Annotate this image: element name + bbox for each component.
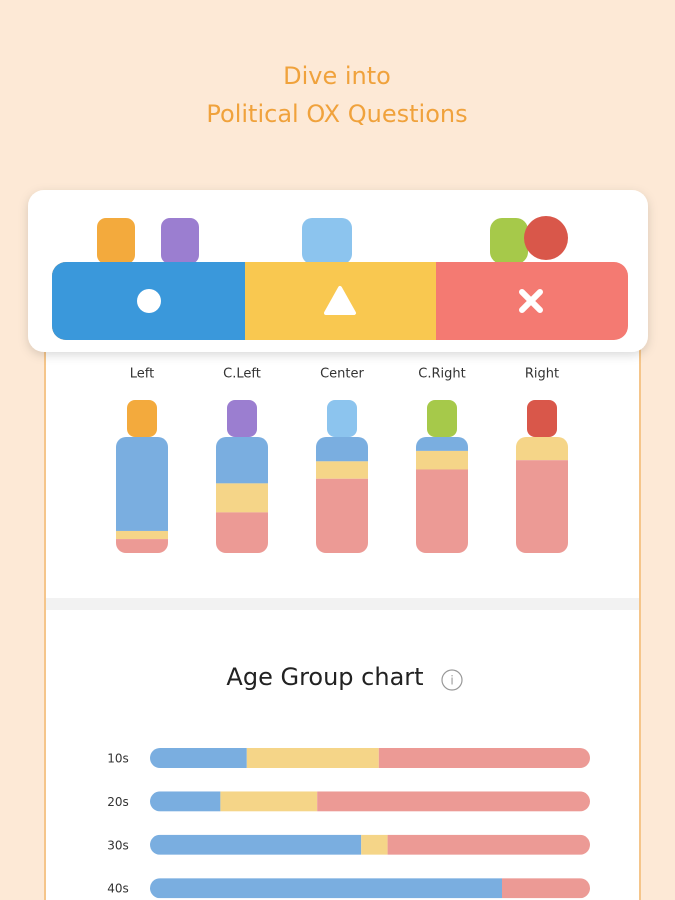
info-icon-glyph: i (450, 674, 453, 688)
segment (416, 469, 468, 553)
segment (220, 791, 318, 812)
category-label: 20s (107, 795, 129, 809)
category-label: Right (525, 367, 559, 382)
segment (150, 834, 362, 855)
segment (416, 450, 468, 470)
segment (116, 530, 168, 540)
category-label: C.Right (418, 367, 465, 382)
category-label: 40s (107, 882, 129, 896)
segment (378, 748, 590, 768)
segment (150, 791, 221, 812)
stacked-bar (150, 791, 590, 812)
stacked-column (316, 437, 368, 553)
segment (116, 539, 168, 553)
segment (150, 748, 247, 768)
segment (387, 834, 590, 855)
segment (246, 748, 379, 768)
segment (516, 437, 568, 461)
category-label: 30s (107, 838, 129, 852)
chart-title: Age Group chart (226, 663, 423, 691)
separator (46, 598, 639, 610)
segment (150, 878, 502, 899)
stacked-column (516, 437, 568, 553)
segment (502, 878, 590, 899)
title: Political OX Questions (206, 100, 467, 128)
animals (97, 216, 568, 264)
segment (361, 834, 388, 855)
stacked-bar (150, 834, 590, 855)
stacked-column (116, 437, 168, 553)
o-icon (137, 289, 161, 313)
segment (316, 461, 368, 479)
segment (316, 478, 368, 553)
category-label: C.Left (223, 367, 261, 382)
stacked-column (216, 437, 268, 553)
segment (416, 437, 468, 451)
triangle-icon (324, 286, 356, 315)
title: Dive into (283, 62, 391, 90)
stacked-bar (150, 748, 590, 768)
segment (317, 791, 590, 812)
segment (216, 483, 268, 513)
category-label: 10s (107, 752, 129, 766)
o-button-fill (230, 262, 245, 340)
info-icon[interactable] (441, 669, 463, 691)
animal (527, 400, 557, 437)
category-label: Left (130, 367, 154, 382)
stacked-column (416, 437, 468, 553)
x-icon (519, 289, 543, 313)
segment (116, 437, 168, 531)
animal (327, 400, 357, 437)
category-label: Center (320, 367, 364, 382)
segment (316, 437, 368, 462)
animal (427, 400, 457, 437)
stacked-bar (150, 878, 590, 899)
segment (516, 460, 568, 553)
animal (127, 400, 157, 437)
animal (227, 400, 257, 437)
segment (216, 437, 268, 484)
segment (216, 512, 268, 553)
